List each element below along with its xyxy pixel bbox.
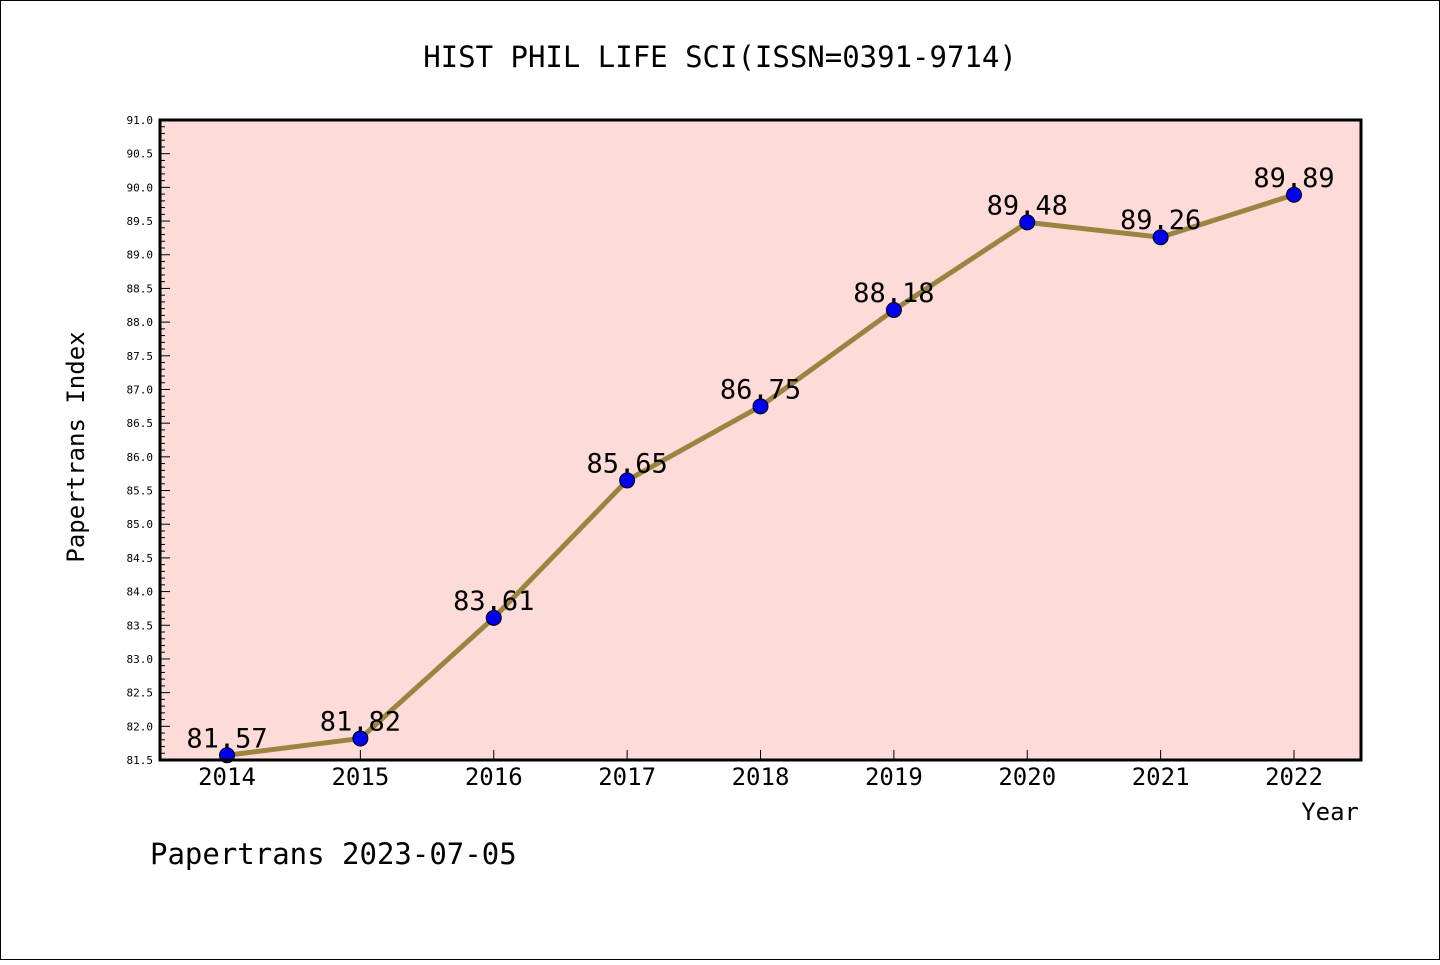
data-point [485,609,502,626]
y-tick-label: 85.5 [127,485,154,498]
y-tick-label: 89.5 [127,215,154,228]
y-axis-label: Papertrans Index [62,331,90,562]
data-label: 81.57 [186,723,267,754]
data-label: 83.61 [453,586,534,617]
plot-area [160,120,1361,760]
y-tick-label: 82.0 [127,720,154,733]
y-tick-label: 84.0 [127,586,154,599]
x-tick-label: 2022 [1265,763,1323,791]
x-tick-label: 2014 [198,763,256,791]
y-tick-label: 84.5 [127,552,154,565]
data-point [752,398,769,415]
data-point [1152,229,1169,246]
data-label: 89.48 [987,190,1068,221]
y-tick-label: 83.5 [127,619,154,632]
data-label: 86.75 [720,374,801,405]
y-tick-label: 87.5 [127,350,154,363]
y-tick-label: 91.0 [127,114,154,127]
y-tick-label: 86.5 [127,417,154,430]
y-tick-label: 88.0 [127,316,154,329]
x-tick-label: 2019 [865,763,923,791]
y-tick-label: 90.0 [127,181,154,194]
y-tick-label: 89.0 [127,249,154,262]
footer-text: Papertrans 2023-07-05 [150,837,517,871]
data-label: 88.18 [853,278,934,309]
data-label: 89.89 [1253,163,1334,194]
x-tick-label: 2015 [331,763,389,791]
y-tick-label: 83.0 [127,653,154,666]
chart-title: HIST PHIL LIFE SCI(ISSN=0391-9714) [423,40,1017,74]
x-tick-label: 2018 [732,763,790,791]
data-point [1019,214,1036,231]
y-axis: 81.5 82.0 82.5 83.0 83.5 84.0 84.5 85.0 85.5 86.0… [127,114,170,767]
data-point [352,730,369,747]
y-tick-label: 81.5 [127,754,154,767]
x-tick-label: 2017 [598,763,656,791]
y-tick-label: 90.5 [127,148,154,161]
data-point [619,472,636,489]
y-tick-label: 88.5 [127,282,154,295]
x-tick-label: 2020 [998,763,1056,791]
data-label: 89.26 [1120,205,1201,236]
plot-frame [158,118,1363,762]
y-tick-label: 87.0 [127,383,154,396]
x-tick-label: 2021 [1132,763,1190,791]
data-point [1286,186,1302,203]
series-layer: 81.57 81.82 83.61 85.65 86.75 88.18 89.48 89.26… [186,163,1335,764]
x-axis: 2014 2015 2016 2017 2018 2019 2020 2021 2022 [198,750,1323,791]
data-point [885,301,902,318]
x-axis-label: Year [1301,798,1359,826]
data-label: 81.82 [320,706,401,737]
y-tick-label: 85.0 [127,518,154,531]
y-tick-label: 82.5 [127,687,154,700]
y-tick-label: 86.0 [127,451,154,464]
x-tick-label: 2016 [465,763,523,791]
data-label: 85.65 [586,448,667,479]
